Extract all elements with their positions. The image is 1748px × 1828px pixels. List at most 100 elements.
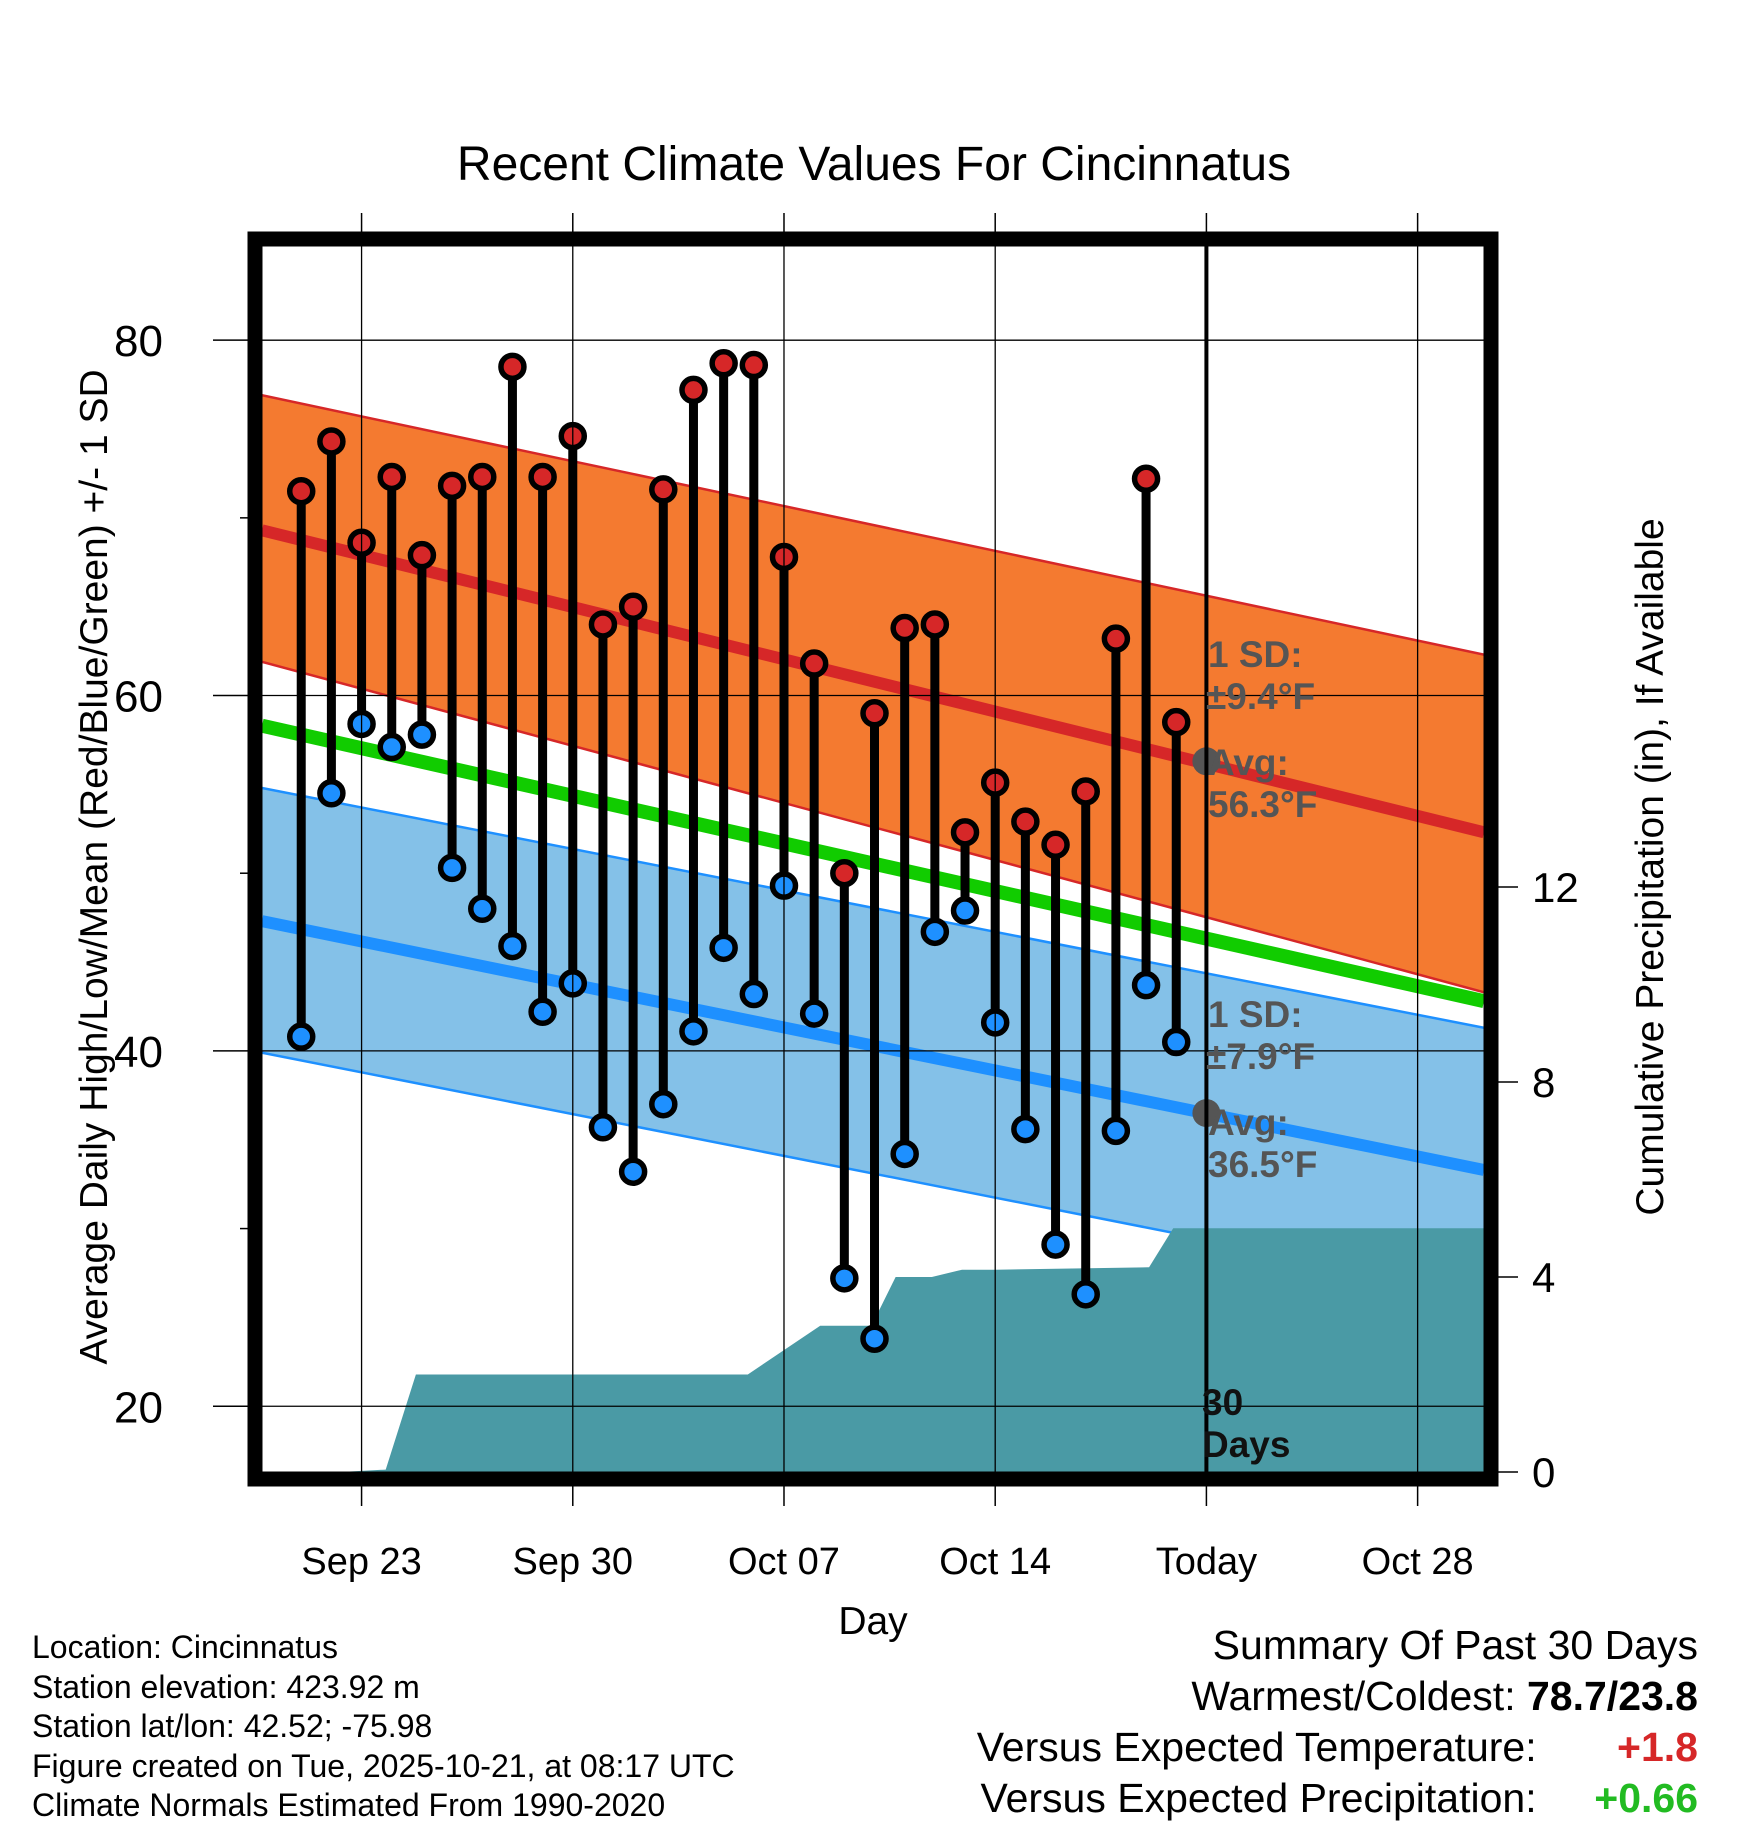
daily-high-point <box>377 462 406 492</box>
plot-frame <box>247 231 1499 1487</box>
daily-low-point <box>498 931 527 961</box>
daily-low-point <box>830 1264 859 1293</box>
daily-low-point <box>468 894 497 924</box>
daily-high-point <box>528 462 557 492</box>
daily-low-point <box>588 1113 618 1142</box>
temp-value: +1.8 <box>1617 1724 1698 1770</box>
x-tick-label: Oct 14 <box>939 1541 1051 1583</box>
daily-high-point <box>286 476 316 506</box>
summary-precip-row: Versus Expected Precipitation: +0.66 <box>977 1773 1699 1824</box>
daily-high-point <box>649 475 678 504</box>
temp-label: Versus Expected Temperature: <box>976 1724 1537 1770</box>
daily-low-point <box>528 997 557 1027</box>
daily-high-point <box>1041 830 1070 860</box>
daily-high-point <box>1011 807 1040 836</box>
daily-low-point <box>286 1022 316 1051</box>
high-normal-line <box>262 524 1484 839</box>
latlon-text: Station lat/lon: 42.52; -75.98 <box>32 1708 433 1744</box>
daily-high-point <box>860 699 889 728</box>
daily-low-point <box>950 896 980 925</box>
daily-low-point <box>437 853 467 883</box>
daily-high-point <box>1101 624 1131 653</box>
summary-warmest-row: Warmest/Coldest: 78.7/23.8 <box>977 1671 1698 1722</box>
low-avg-label: Avg: <box>1208 1102 1289 1143</box>
y-tick-label: 40 <box>114 1028 163 1077</box>
chart-title: Recent Climate Values For Cincinnatus <box>457 138 1291 191</box>
daily-low-point <box>377 732 406 762</box>
daily-high-point <box>588 610 618 639</box>
location-text: Location: Cincinnatus <box>32 1629 338 1665</box>
daily-high-point <box>890 613 919 643</box>
y2-tick-label: 12 <box>1532 864 1579 911</box>
created-text: Figure created on Tue, 2025-10-21, at 08… <box>32 1747 735 1784</box>
daily-low-point <box>407 720 437 749</box>
today-days-label: 30 Days <box>1202 1382 1290 1465</box>
daily-high-point <box>468 462 497 492</box>
low-sd-value: ±7.9°F <box>1206 1036 1315 1077</box>
daily-high-point <box>799 649 829 678</box>
today-label-line: Days <box>1202 1424 1290 1465</box>
daily-low-point <box>860 1324 889 1353</box>
x-tick-label: Today <box>1156 1541 1257 1583</box>
precip-label: Versus Expected Precipitation: <box>980 1775 1537 1821</box>
daily-high-point <box>317 427 346 456</box>
summary-temp-row: Versus Expected Temperature: +1.8 <box>977 1722 1698 1773</box>
daily-low-point <box>1011 1114 1040 1144</box>
x-tick-label: Oct 28 <box>1362 1541 1474 1583</box>
low-sd-label: 1 SD: <box>1208 994 1303 1035</box>
x-tick-label: Oct 07 <box>728 1541 840 1583</box>
daily-low-point <box>709 933 738 963</box>
daily-high-point <box>1131 464 1161 494</box>
station-metadata: Location: Cincinnatus Station elevation:… <box>32 1628 735 1826</box>
high-avg-label: Avg: <box>1208 742 1289 783</box>
daily-low-point <box>1131 970 1161 1000</box>
today-label-line: 30 <box>1202 1382 1243 1423</box>
daily-low-point <box>739 979 769 1009</box>
daily-low-point <box>317 779 346 808</box>
high-sd-value: ±9.4°F <box>1206 676 1315 717</box>
low-avg-value: 36.5°F <box>1208 1144 1317 1185</box>
elevation-text: Station elevation: 423.92 m <box>32 1668 420 1705</box>
daily-low-point <box>920 917 950 947</box>
precip-value: +0.66 <box>1594 1775 1698 1821</box>
high-sd-upper-edge <box>262 394 1484 656</box>
high-avg-value: 56.3°F <box>1208 784 1317 825</box>
daily-low-point <box>890 1139 919 1169</box>
daily-low-point <box>1071 1280 1100 1309</box>
daily-high-point <box>830 858 859 888</box>
daily-high-point <box>920 610 950 639</box>
daily-high-point <box>618 592 648 621</box>
normals-text: Climate Normals Estimated From 1990-2020 <box>32 1787 666 1823</box>
daily-low-point <box>799 999 829 1028</box>
daily-low-point <box>649 1089 678 1119</box>
y2-tick-label: 4 <box>1532 1254 1555 1301</box>
high-sd-label: 1 SD: <box>1208 634 1303 675</box>
warmest-value: 78.7/23.8 <box>1527 1673 1698 1719</box>
daily-low-point <box>618 1157 648 1186</box>
y-axis-label: Average Daily High/Low/Mean (Red/Blue/Gr… <box>73 369 116 1364</box>
daily-high-point <box>1071 777 1100 806</box>
x-tick-label: Sep 23 <box>301 1541 421 1583</box>
summary-panel: Summary Of Past 30 Days Warmest/Coldest:… <box>977 1620 1698 1824</box>
daily-high-point <box>407 540 437 570</box>
y2-axis-label: Cumulative Precipitation (in), If Availa… <box>1629 518 1672 1215</box>
summary-title: Summary Of Past 30 Days <box>1212 1622 1698 1668</box>
daily-high-point <box>739 350 769 380</box>
daily-low-point <box>1161 1027 1191 1057</box>
daily-high-point <box>437 471 467 501</box>
daily-low-point <box>1101 1116 1131 1146</box>
x-axis-label: Day <box>838 1600 908 1643</box>
y-tick-label: 60 <box>114 673 163 722</box>
daily-high-point <box>679 375 708 405</box>
daily-high-point <box>1161 707 1191 737</box>
y-tick-label: 80 <box>114 317 163 366</box>
x-tick-label: Sep 30 <box>513 1541 633 1583</box>
daily-low-point <box>679 1017 708 1046</box>
warmest-label: Warmest/Coldest: <box>1191 1673 1516 1719</box>
y-tick-label: 20 <box>114 1383 163 1432</box>
daily-high-point <box>498 352 527 382</box>
daily-high-point <box>950 818 980 847</box>
y2-tick-label: 8 <box>1532 1059 1555 1106</box>
daily-high-point <box>709 349 738 378</box>
